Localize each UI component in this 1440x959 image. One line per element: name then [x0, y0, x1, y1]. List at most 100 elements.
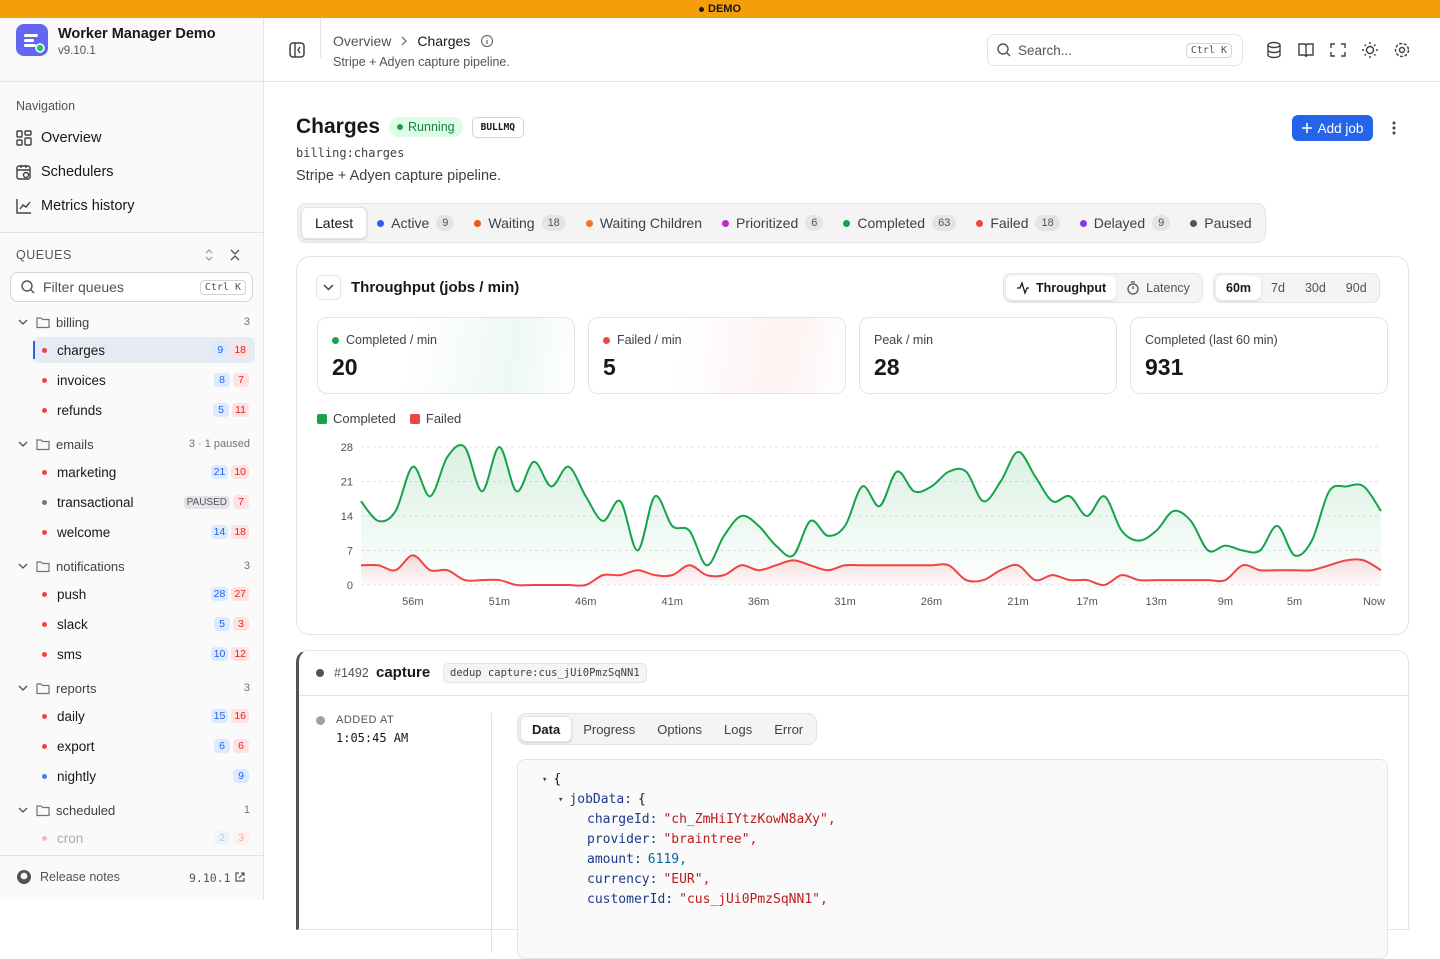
- info-icon[interactable]: [478, 34, 494, 48]
- legend-item[interactable]: Completed: [317, 411, 396, 426]
- queue-group[interactable]: scheduled 1: [16, 797, 250, 823]
- group-name: billing: [56, 314, 90, 330]
- queue-item[interactable]: export 6 6: [33, 733, 255, 759]
- state-tab[interactable]: Waiting 18: [464, 207, 575, 239]
- legend-item[interactable]: Failed: [409, 411, 461, 426]
- state-tab[interactable]: Active 9: [367, 207, 464, 239]
- range-option[interactable]: 90d: [1345, 281, 1367, 295]
- state-tab[interactable]: Prioritized 6: [712, 207, 833, 239]
- job-tab[interactable]: Error: [774, 721, 804, 737]
- queue-item[interactable]: push 28 27: [33, 581, 255, 607]
- queue-item[interactable]: nightly 9: [33, 763, 255, 789]
- queue-item[interactable]: transactional PAUSED 7: [33, 489, 255, 515]
- metric-card: Completed (last 60 min) 931: [1130, 317, 1388, 394]
- queue-item[interactable]: refunds 5 11: [33, 397, 255, 423]
- metric-label-row: Completed / min: [332, 333, 437, 347]
- json-line: currency: "EUR",: [587, 872, 710, 887]
- collapse-button[interactable]: [316, 275, 341, 300]
- toolbar-icons[interactable]: [1264, 40, 1414, 60]
- job-tab[interactable]: Data: [520, 716, 573, 742]
- queue-group[interactable]: emails 3 · 1 paused: [16, 431, 250, 457]
- queue-count: 2: [214, 831, 230, 845]
- range-option[interactable]: 60m: [1216, 276, 1262, 300]
- state-tab[interactable]: Latest: [301, 207, 368, 239]
- queue-group[interactable]: notifications 3: [16, 553, 250, 579]
- job-tab[interactable]: Options: [657, 721, 703, 737]
- queue-item[interactable]: daily 15 16: [33, 703, 255, 729]
- sidebar-toggle[interactable]: [288, 41, 306, 59]
- github-icon: [17, 870, 31, 884]
- queue-name: cron: [57, 830, 84, 846]
- main: Charges Running BULLMQ billing:charges S…: [264, 82, 1440, 959]
- range-option[interactable]: 7d: [1271, 281, 1285, 295]
- nav-item[interactable]: Metrics history: [16, 191, 134, 221]
- nav-item[interactable]: Overview: [16, 123, 101, 153]
- tab-label: Waiting Children: [599, 215, 703, 231]
- queue-name: marketing: [57, 464, 117, 480]
- release-notes[interactable]: Release notes: [40, 870, 120, 884]
- queue-count: 18: [231, 343, 249, 357]
- plus-icon: [1301, 123, 1312, 133]
- range-option[interactable]: 30d: [1304, 281, 1326, 295]
- state-tab[interactable]: Failed 18: [966, 207, 1069, 239]
- job-card: #1492 capture dedup capture:cus_jUi0PmzS…: [296, 650, 1409, 959]
- nav-item[interactable]: Schedulers: [16, 157, 114, 187]
- state-dot: [585, 219, 593, 227]
- state-tab[interactable]: Waiting Children: [576, 207, 712, 239]
- tab-label: Failed: [990, 215, 1029, 231]
- tab-count: 63: [932, 215, 957, 231]
- queue-item[interactable]: marketing 21 10: [33, 459, 255, 485]
- json-toggle[interactable]: ▾: [558, 794, 564, 805]
- json-value: 6119,: [647, 852, 687, 867]
- json-toggle[interactable]: ▾: [542, 774, 548, 785]
- state-dot: [843, 219, 851, 227]
- search-icon: [21, 280, 35, 294]
- queue-list: billing 3 charges 9 18 invoices 8 7 refunds 5 11 em…: [0, 309, 263, 854]
- json-key: currency:: [587, 872, 658, 887]
- crumb[interactable]: Overview: [333, 33, 392, 49]
- queue-item[interactable]: slack 5 3: [33, 611, 255, 637]
- queue-item[interactable]: sms 10 12: [33, 641, 255, 667]
- x-tick-label: 31m: [834, 596, 855, 608]
- shortcut: Ctrl K: [1185, 42, 1232, 58]
- queue-count: 8: [214, 373, 230, 387]
- state-tabs: Latest Active 9 Waiting 18 Waiting Children Pr…: [297, 203, 1266, 243]
- y-tick-label: 0: [347, 580, 353, 592]
- queue-item[interactable]: invoices 8 7: [33, 367, 255, 393]
- tab-label: Latest: [315, 215, 354, 231]
- queue-name: welcome: [57, 524, 111, 540]
- group-icons: [18, 317, 50, 329]
- group-icons: [18, 683, 50, 695]
- added-time: 1:05:45 AM: [336, 731, 409, 745]
- queue-name: invoices: [57, 372, 106, 388]
- metric-label: Completed (last 60 min): [1145, 333, 1278, 347]
- state-tab[interactable]: Completed 63: [833, 207, 966, 239]
- queue-item[interactable]: charges 9 18: [33, 337, 255, 363]
- json-value: "ch_ZmHiIYtzKowN8aXy",: [663, 812, 836, 827]
- queue-count: 5: [213, 403, 230, 417]
- queue-actions[interactable]: [202, 248, 244, 262]
- queue-dot: [42, 713, 47, 719]
- queue-group[interactable]: billing 3: [16, 309, 250, 335]
- crumb: Charges: [417, 33, 471, 49]
- search-box[interactable]: Search... Ctrl K: [987, 34, 1243, 66]
- metric-label: Peak / min: [874, 333, 934, 347]
- queue-group[interactable]: reports 3: [16, 675, 250, 701]
- queue-item[interactable]: welcome 14 18: [33, 519, 255, 545]
- job-tab[interactable]: Logs: [724, 721, 753, 737]
- more-menu[interactable]: [1389, 120, 1399, 136]
- queue-item[interactable]: cron 2 3: [33, 825, 255, 851]
- filter-input[interactable]: Filter queues Ctrl K: [10, 272, 253, 302]
- add-job-button[interactable]: Add job: [1292, 115, 1373, 141]
- divider: [0, 81, 263, 82]
- state-dot: [377, 219, 385, 227]
- job-tab[interactable]: Progress: [583, 721, 636, 737]
- state-tab[interactable]: Delayed 9: [1070, 207, 1181, 239]
- queue-count: 11: [232, 403, 249, 417]
- mode-option[interactable]: Latency: [1116, 276, 1200, 300]
- state-tab[interactable]: Paused: [1180, 207, 1261, 239]
- throughput-card: Throughput (jobs / min) Throughput Latenc…: [296, 256, 1409, 635]
- y-tick-label: 28: [341, 442, 353, 454]
- tab-label: Completed: [857, 215, 926, 231]
- mode-option[interactable]: Throughput: [1006, 276, 1117, 300]
